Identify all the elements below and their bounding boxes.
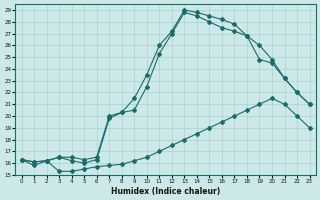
X-axis label: Humidex (Indice chaleur): Humidex (Indice chaleur) <box>111 187 220 196</box>
